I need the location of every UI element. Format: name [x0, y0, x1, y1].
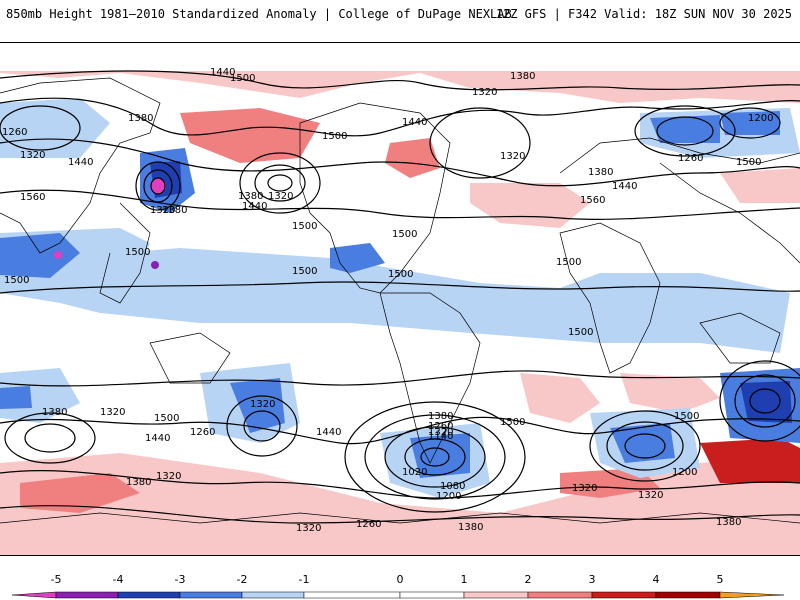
contour-label: 1500: [322, 131, 347, 142]
contour-label: 1080: [440, 481, 465, 492]
contour-label: 1440: [316, 427, 341, 438]
contour-label: 1320: [156, 471, 181, 482]
contour-label: 1260: [356, 519, 381, 530]
colorbar-segments: [11, 591, 785, 599]
contour-label: 1380: [428, 411, 453, 422]
contour-label: 1380: [588, 167, 613, 178]
contour-label: 1500: [556, 257, 581, 268]
colorbar-tick: -4: [113, 573, 124, 586]
colorbar-tick: 3: [589, 573, 596, 586]
contour-label: 1440: [242, 201, 267, 212]
colorbar-tick: -3: [175, 573, 186, 586]
contour-label: 1380: [162, 205, 187, 216]
colorbar-ticks: -5 -4 -3 -2 -1 0 1 2 3 4 5: [51, 573, 724, 586]
contour-label: 1140: [428, 431, 453, 442]
contour-label: 1020: [402, 467, 427, 478]
contour-label: 1500: [154, 413, 179, 424]
colorbar-tick: 1: [461, 573, 468, 586]
contour-label: 1260: [428, 421, 453, 432]
contour-label: 1440: [68, 157, 93, 168]
contour-label: 1320: [472, 87, 497, 98]
contour-label: 1560: [580, 195, 605, 206]
extreme-low-marker: [150, 178, 166, 194]
contour-label: 1380: [126, 477, 151, 488]
contour-label: 1560: [20, 192, 45, 203]
colorbar-tick: -1: [299, 573, 310, 586]
contour-label: 1440: [402, 117, 427, 128]
contour-label: 1380: [42, 407, 67, 418]
map-title: 850mb Height 1981–2010 Standardized Anom…: [6, 7, 512, 21]
contour-label: 1320: [638, 490, 663, 501]
height-contours: [0, 70, 800, 524]
contour-label: 1500: [125, 247, 150, 258]
contour-label: 1500: [736, 157, 761, 168]
contour-label: 1440: [612, 181, 637, 192]
contour-label: 1380: [458, 522, 483, 533]
contour-label: 1200: [672, 467, 697, 478]
colorbar-tick: -2: [237, 573, 248, 586]
contour-label: 1500: [392, 229, 417, 240]
contour-label: 1500: [388, 269, 413, 280]
colorbar-tick: 2: [525, 573, 532, 586]
contour-label: 1440: [145, 433, 170, 444]
colorbar: -5 -4 -3 -2 -1 0 1 2 3 4 5: [0, 572, 800, 600]
colorbar-tick: -5: [51, 573, 62, 586]
contour-label: 1380: [238, 191, 263, 202]
contour-label: 1500: [568, 327, 593, 338]
contour-label: 1320: [100, 407, 125, 418]
colorbar-tick: 4: [653, 573, 660, 586]
contour-label: 1380: [510, 71, 535, 82]
contour-label: 1260: [678, 153, 703, 164]
contour-label: 1200: [436, 491, 461, 502]
anomaly-map: 1440 1380 1320 1500 1260 1380 1320 1440 …: [0, 43, 800, 555]
contour-label: 1500: [292, 266, 317, 277]
contour-label: 1500: [292, 221, 317, 232]
contour-label: 1440: [210, 67, 235, 78]
contour-label: 1320: [150, 205, 175, 216]
contour-label: 1320: [500, 151, 525, 162]
contour-label: 1380: [128, 113, 153, 124]
colorbar-tick: 0: [397, 573, 404, 586]
contour-label: 1260: [2, 127, 27, 138]
contour-label: 1500: [230, 73, 255, 84]
contour-label: 1200: [748, 113, 773, 124]
contour-label: 1260: [190, 427, 215, 438]
map-panel: 1440 1380 1320 1500 1260 1380 1320 1440 …: [0, 42, 800, 556]
contour-label: 1500: [674, 411, 699, 422]
contour-label: 1320: [296, 523, 321, 534]
contour-label: 1380: [716, 517, 741, 528]
contour-label: 1320: [268, 191, 293, 202]
colorbar-svg: -5 -4 -3 -2 -1 0 1 2 3 4 5: [11, 573, 785, 599]
contour-labels: 1440 1380 1320 1500 1260 1380 1320 1440 …: [2, 67, 773, 534]
colorbar-tick: 5: [717, 573, 724, 586]
contour-label: 1320: [20, 150, 45, 161]
negative-anomaly-shading: [0, 98, 800, 498]
contour-label: 1320: [428, 427, 453, 438]
header-bar: 850mb Height 1981–2010 Standardized Anom…: [0, 0, 800, 28]
contour-label: 1320: [572, 483, 597, 494]
contour-label: 1500: [4, 275, 29, 286]
contour-label: 1320: [250, 399, 275, 410]
contour-label: 1500: [500, 417, 525, 428]
run-info: 12Z GFS | F342 Valid: 18Z SUN NOV 30 202…: [495, 7, 792, 21]
